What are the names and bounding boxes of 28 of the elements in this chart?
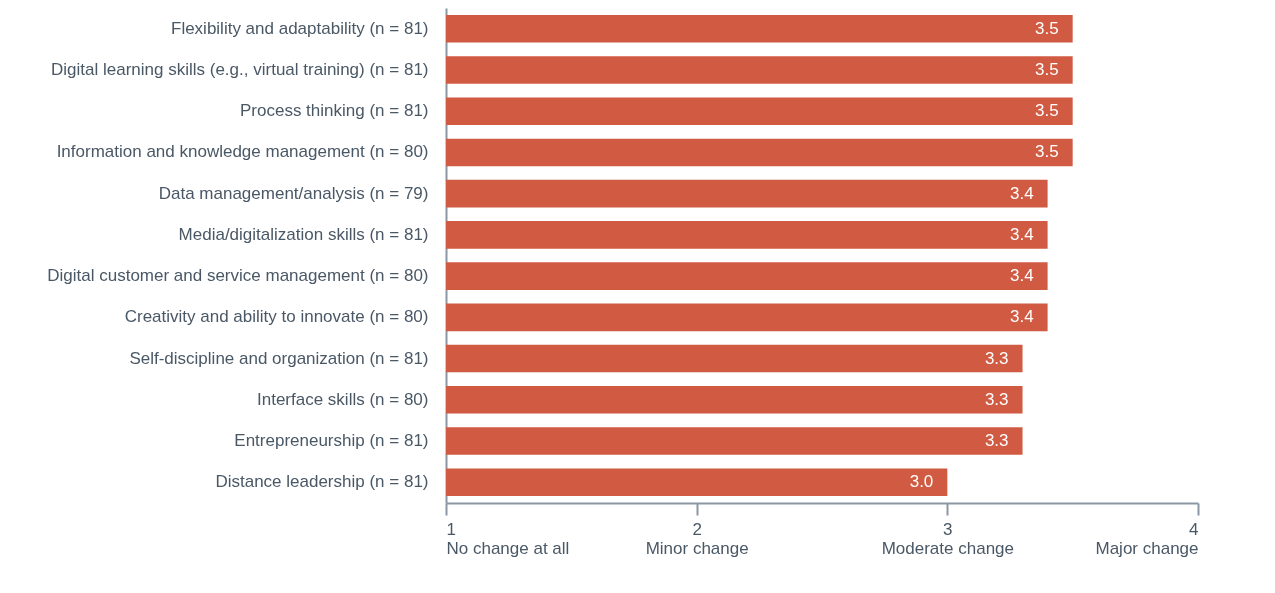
data-label: 3.4 — [1009, 183, 1034, 203]
data-label: 3.3 — [984, 430, 1009, 450]
x-tick-label: 2 Minor change — [645, 519, 749, 558]
data-label: 3.0 — [909, 472, 934, 492]
y-tick-label: Digital customer and service management (n = 80) — [47, 266, 429, 286]
y-tick-label: Self-discipline and organization (n = 81) — [129, 348, 429, 368]
data-label: 3.5 — [1035, 142, 1059, 162]
y-tick-label: Media/digitalization skills (n = 81) — [178, 224, 429, 244]
data-label: 3.4 — [1009, 224, 1034, 244]
x-tick-label: 1 No change at all — [446, 519, 570, 558]
y-tick-label: Information and knowledge management (n = 80) — [56, 142, 429, 162]
x-tick-label: 4 Major change — [1095, 519, 1199, 558]
y-tick-label: Digital learning skills (e.g., virtual training) (n = 81) — [51, 60, 429, 80]
y-tick-label: Distance leadership (n = 81) — [215, 472, 429, 492]
y-tick-label: Entrepreneurship (n = 81) — [234, 430, 429, 450]
data-label: 3.4 — [1009, 307, 1034, 327]
y-tick-label: Process thinking (n = 81) — [239, 101, 429, 121]
x-tick-label: 3 Moderate change — [881, 519, 1014, 558]
data-label: 3.5 — [1035, 18, 1059, 38]
y-tick-label: Interface skills (n = 80) — [257, 389, 429, 409]
data-label: 3.5 — [1035, 60, 1059, 80]
data-label: 3.5 — [1035, 101, 1059, 121]
y-tick-label: Creativity and ability to innovate (n = 80) — [124, 307, 429, 327]
data-label: 3.3 — [984, 389, 1009, 409]
data-label: 3.3 — [984, 348, 1009, 368]
y-tick-label: Data management/analysis (n = 79) — [158, 183, 429, 203]
data-label: 3.4 — [1009, 266, 1034, 286]
y-tick-label: Flexibility and adaptability (n = 81) — [171, 18, 429, 38]
